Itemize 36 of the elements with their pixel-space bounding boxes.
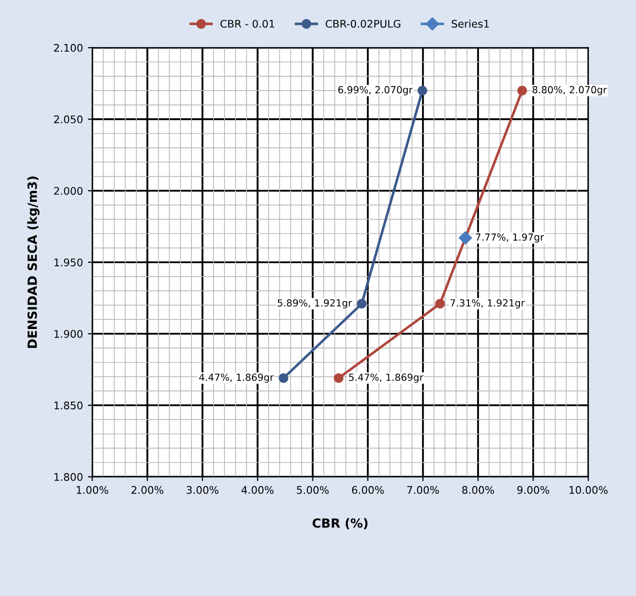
y-tick-label: 1.900	[54, 330, 82, 338]
x-tick-label: 6.00%	[352, 486, 384, 494]
legend-label: CBR-0.02PULG	[326, 20, 400, 28]
y-axis-title: DENSIDAD SECA (kg/m3)	[27, 176, 40, 348]
y-tick-label: 2.100	[54, 44, 82, 52]
y-tick-label: 2.050	[54, 115, 82, 124]
point	[334, 373, 344, 383]
x-tick-label: 9.00%	[517, 486, 550, 494]
y-tick-label: 1.950	[54, 258, 82, 266]
point	[458, 231, 472, 245]
x-tick-label: 8.00%	[462, 486, 494, 494]
y-tick-label: 1.800	[54, 473, 82, 481]
point	[418, 86, 428, 96]
x-tick-label: 2.00%	[132, 486, 164, 494]
y-tick-label: 2.000	[54, 186, 82, 195]
x-tick-label: 1.00%	[76, 486, 108, 494]
data-label: 5.47%, 1.869gr	[349, 374, 424, 383]
data-label: 7.31%, 1.921gr	[450, 299, 525, 308]
point	[278, 373, 288, 383]
point	[517, 86, 528, 96]
data-label: 4.47%, 1.869gr	[199, 374, 274, 383]
point	[435, 298, 445, 309]
data-label: 7.77%, 1.97gr	[476, 233, 544, 243]
x-axis-title: CBR (%)	[312, 518, 368, 530]
x-tick-label: 10.00%	[570, 486, 608, 494]
x-tick-label: 7.00%	[407, 486, 439, 494]
legend-label: CBR - 0.01	[220, 20, 274, 28]
x-tick-label: 3.00%	[186, 486, 218, 494]
x-tick-label: 5.00%	[296, 486, 329, 494]
x-tick-label: 4.00%	[242, 486, 274, 494]
point	[356, 298, 367, 309]
data-label: 8.80%, 2.070gr	[532, 86, 607, 96]
data-label: 6.99%, 2.070gr	[338, 86, 413, 96]
data-label: 5.89%, 1.921gr	[278, 299, 352, 308]
legend-label: Series1	[452, 20, 489, 28]
y-tick-label: 1.850	[54, 402, 82, 410]
